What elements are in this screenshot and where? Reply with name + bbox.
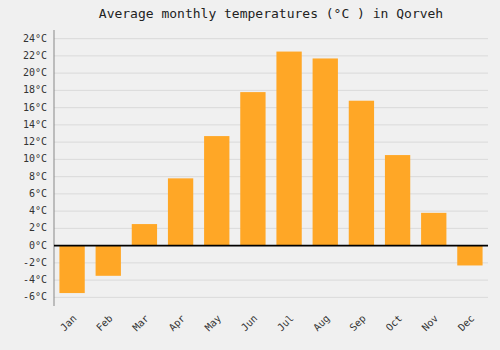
y-tick-label: 14°C xyxy=(23,119,47,130)
grid-line xyxy=(54,124,488,125)
bar xyxy=(240,92,265,246)
bar xyxy=(59,246,84,293)
bar xyxy=(349,101,374,246)
y-axis-line xyxy=(54,30,55,306)
y-tick-label: 6°C xyxy=(29,188,47,199)
grid-line xyxy=(54,38,488,39)
y-tick-label: 18°C xyxy=(23,84,47,95)
y-tick-label: 20°C xyxy=(23,67,47,78)
x-tick-label: Mar xyxy=(130,313,151,334)
grid-line xyxy=(54,176,488,177)
y-tick-label: 16°C xyxy=(23,102,47,113)
y-tick-label: 12°C xyxy=(23,136,47,147)
x-tick-label: Apr xyxy=(167,313,188,334)
y-tick-label: 24°C xyxy=(23,33,47,44)
x-tick-label: Nov xyxy=(420,313,441,334)
y-tick-label: 4°C xyxy=(29,205,47,216)
x-tick-label: Aug xyxy=(311,313,332,334)
y-tick-label: -4°C xyxy=(23,274,47,285)
grid xyxy=(54,39,488,298)
grid-line xyxy=(54,159,488,160)
grid-line xyxy=(54,245,488,246)
bar xyxy=(457,246,482,266)
grid-line xyxy=(54,193,488,194)
grid-line xyxy=(54,211,488,212)
bars xyxy=(59,52,482,294)
y-tick-label: 8°C xyxy=(29,171,47,182)
grid-line xyxy=(54,297,488,298)
grid-line xyxy=(54,55,488,56)
bar xyxy=(385,155,410,246)
grid-line xyxy=(54,107,488,108)
grid-line xyxy=(54,90,488,91)
bar xyxy=(313,58,338,245)
x-tick-label: May xyxy=(203,313,224,334)
x-tick-label: Jul xyxy=(275,313,296,334)
y-ticks: -6°C -4°C -2°C 0°C 2°C 4°C 6°C 8°C 10°C 12°C 14°C 1… xyxy=(23,33,47,303)
y-tick-label: -6°C xyxy=(23,291,47,302)
grid-line xyxy=(54,73,488,74)
grid-line xyxy=(54,280,488,281)
y-tick-label: -2°C xyxy=(23,257,47,268)
x-ticks: Jan Feb Mar Apr May Jun Jul Aug Sep Oct Nov Dec xyxy=(58,313,476,334)
bar xyxy=(132,224,157,246)
x-tick-label: Jan xyxy=(58,313,79,334)
x-tick-label: Oct xyxy=(384,313,405,334)
x-tick-label: Jun xyxy=(239,313,260,334)
title: Average monthly temperatures (°C ) in Qo… xyxy=(99,6,443,21)
y-tick-label: 2°C xyxy=(29,222,47,233)
bar xyxy=(96,246,121,276)
bar xyxy=(204,136,229,246)
x-tick-label: Feb xyxy=(94,313,115,334)
bar xyxy=(276,52,301,246)
bar xyxy=(421,213,446,246)
x-tick-label: Dec xyxy=(456,313,477,334)
y-tick-label: 22°C xyxy=(23,50,47,61)
y-tick-label: 10°C xyxy=(23,153,47,164)
zero-line xyxy=(54,245,488,247)
bar xyxy=(168,178,193,245)
chart: -6°C -4°C -2°C 0°C 2°C 4°C 6°C 8°C 10°C 12°C 14°C 1… xyxy=(0,0,500,350)
y-tick-label: 0°C xyxy=(29,240,47,251)
x-tick-label: Sep xyxy=(347,313,368,334)
grid-line xyxy=(54,142,488,143)
